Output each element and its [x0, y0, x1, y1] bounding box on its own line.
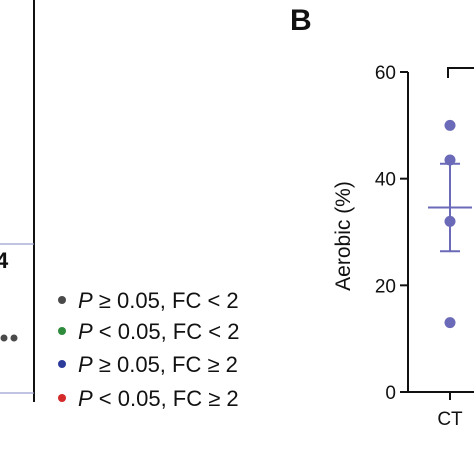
data-point — [444, 317, 456, 329]
y-tick-label: 20 — [375, 276, 396, 297]
legend-marker — [58, 360, 66, 368]
data-point — [444, 215, 456, 227]
x-ticks: CT — [437, 392, 463, 430]
y-ticks: 0 20 40 60 — [375, 63, 408, 404]
data-point — [444, 154, 456, 166]
legend-item: P ≥ 0.05, FC < 2 — [58, 288, 239, 313]
y-tick-label: 0 — [385, 383, 396, 404]
legend-item: P < 0.05, FC ≥ 2 — [58, 386, 239, 411]
legend-label: P < 0.05, FC ≥ 2 — [78, 386, 239, 411]
x-tick-label: CT — [437, 409, 463, 430]
legend-item: P < 0.05, FC < 2 — [58, 319, 239, 344]
y-axis-label: Aerobic (%) — [332, 181, 355, 291]
legend-label: P ≥ 0.05, FC < 2 — [78, 288, 239, 313]
panel-b: B Aerobic (%) 0 20 40 60 CT — [290, 4, 474, 430]
legend-marker — [58, 394, 66, 402]
legend-label: P < 0.05, FC < 2 — [78, 319, 239, 344]
panel-a: 4 P ≥ 0.05, FC < 2 P < 0.05, FC < 2 P ≥ … — [0, 0, 239, 411]
legend: P ≥ 0.05, FC < 2 P < 0.05, FC < 2 P ≥ 0.… — [58, 288, 239, 411]
legend-label: P ≥ 0.05, FC ≥ 2 — [78, 352, 238, 377]
legend-marker — [58, 296, 66, 304]
panel-a-point — [0, 334, 8, 342]
legend-marker — [58, 327, 66, 335]
data-marks — [428, 119, 472, 329]
legend-item: P ≥ 0.05, FC ≥ 2 — [58, 352, 238, 377]
data-point — [444, 119, 456, 131]
panel-letter: B — [290, 4, 312, 37]
panel-a-point — [10, 334, 18, 342]
y-tick-label: 40 — [375, 170, 396, 191]
y-tick-label: 60 — [375, 63, 396, 84]
panel-a-fragment-number: 4 — [0, 248, 9, 273]
